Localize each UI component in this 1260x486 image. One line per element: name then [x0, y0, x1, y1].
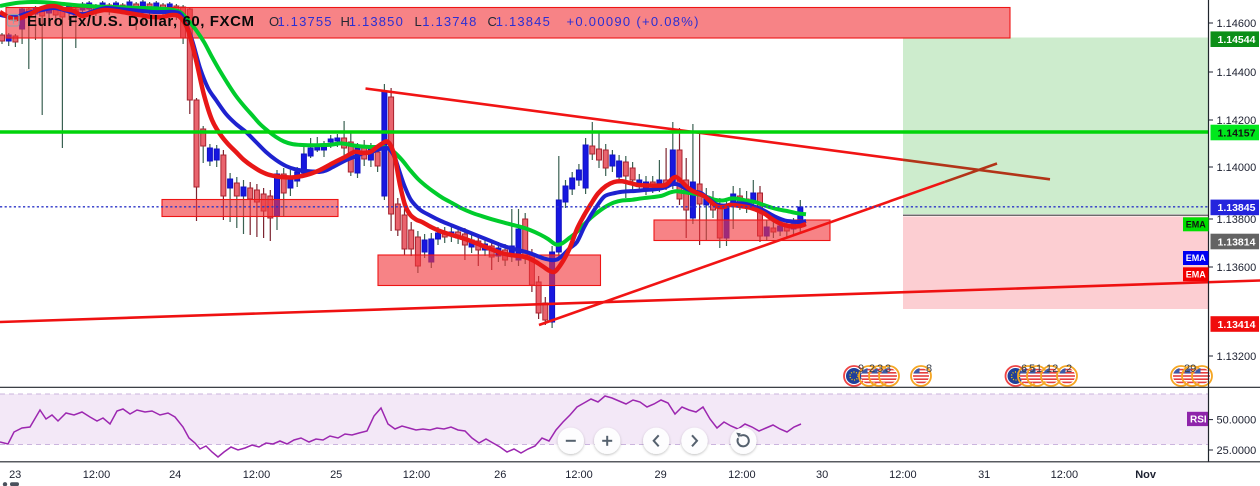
- svg-text:1.13755: 1.13755: [278, 14, 332, 29]
- svg-text:12:00: 12:00: [83, 469, 111, 481]
- svg-text:1.14400: 1.14400: [1217, 67, 1257, 79]
- svg-text:1.14000: 1.14000: [1217, 162, 1257, 174]
- svg-text:1.13600: 1.13600: [1217, 262, 1257, 274]
- svg-text:24: 24: [169, 469, 181, 481]
- svg-text:1.13845: 1.13845: [1218, 202, 1256, 214]
- svg-text:1.14200: 1.14200: [1217, 115, 1257, 127]
- svg-text:12:00: 12:00: [243, 469, 271, 481]
- svg-text:9: 9: [858, 363, 864, 375]
- svg-text:12: 12: [1046, 363, 1058, 375]
- svg-text:Euro Fx/U.S. Dollar, 60, FXCM: Euro Fx/U.S. Dollar, 60, FXCM: [27, 13, 254, 30]
- svg-text:RSI: RSI: [1190, 415, 1207, 426]
- svg-text:12:00: 12:00: [403, 469, 431, 481]
- svg-text:6: 6: [1021, 363, 1027, 375]
- svg-text:1: 1: [1036, 363, 1042, 375]
- svg-text:1.14600: 1.14600: [1217, 18, 1257, 30]
- svg-text:1.13414: 1.13414: [1218, 319, 1256, 331]
- svg-text:2: 2: [1066, 363, 1072, 375]
- svg-text:25: 25: [330, 469, 342, 481]
- svg-text:Nov: Nov: [1135, 469, 1157, 481]
- svg-text:26: 26: [494, 469, 506, 481]
- svg-text:1.14544: 1.14544: [1218, 34, 1256, 46]
- svg-text:EMA: EMA: [1186, 253, 1207, 263]
- svg-text:1.13845: 1.13845: [496, 14, 550, 29]
- svg-text:31: 31: [978, 469, 990, 481]
- svg-text:29: 29: [1184, 363, 1196, 375]
- svg-text:12:00: 12:00: [889, 469, 917, 481]
- svg-text:+0.00090 (+0.08%): +0.00090 (+0.08%): [567, 14, 699, 29]
- svg-text:EMA: EMA: [1186, 220, 1207, 230]
- svg-text:12:00: 12:00: [728, 469, 756, 481]
- svg-text:L: L: [415, 14, 422, 29]
- svg-text:1.13800: 1.13800: [1217, 214, 1257, 226]
- svg-text:30: 30: [816, 469, 828, 481]
- svg-text:12:00: 12:00: [565, 469, 593, 481]
- svg-text:29: 29: [654, 469, 666, 481]
- svg-text:5: 5: [1029, 363, 1035, 375]
- svg-text:C: C: [488, 14, 497, 29]
- svg-text:1.13814: 1.13814: [1218, 236, 1256, 248]
- svg-text:EMA: EMA: [1186, 270, 1207, 280]
- svg-text:1.13850: 1.13850: [349, 14, 403, 29]
- svg-text:2: 2: [869, 363, 875, 375]
- svg-text:O: O: [269, 14, 279, 29]
- svg-text:50.0000: 50.0000: [1217, 414, 1257, 426]
- svg-text:25.0000: 25.0000: [1217, 445, 1257, 457]
- svg-text:3: 3: [885, 363, 891, 375]
- svg-text:3: 3: [877, 363, 883, 375]
- svg-text:1.14157: 1.14157: [1218, 127, 1256, 139]
- svg-text:12:00: 12:00: [1051, 469, 1079, 481]
- svg-text:1.13748: 1.13748: [422, 14, 476, 29]
- svg-text:8: 8: [926, 363, 932, 375]
- svg-text:23: 23: [9, 469, 21, 481]
- svg-text:1.13200: 1.13200: [1217, 351, 1257, 363]
- svg-text:H: H: [341, 14, 350, 29]
